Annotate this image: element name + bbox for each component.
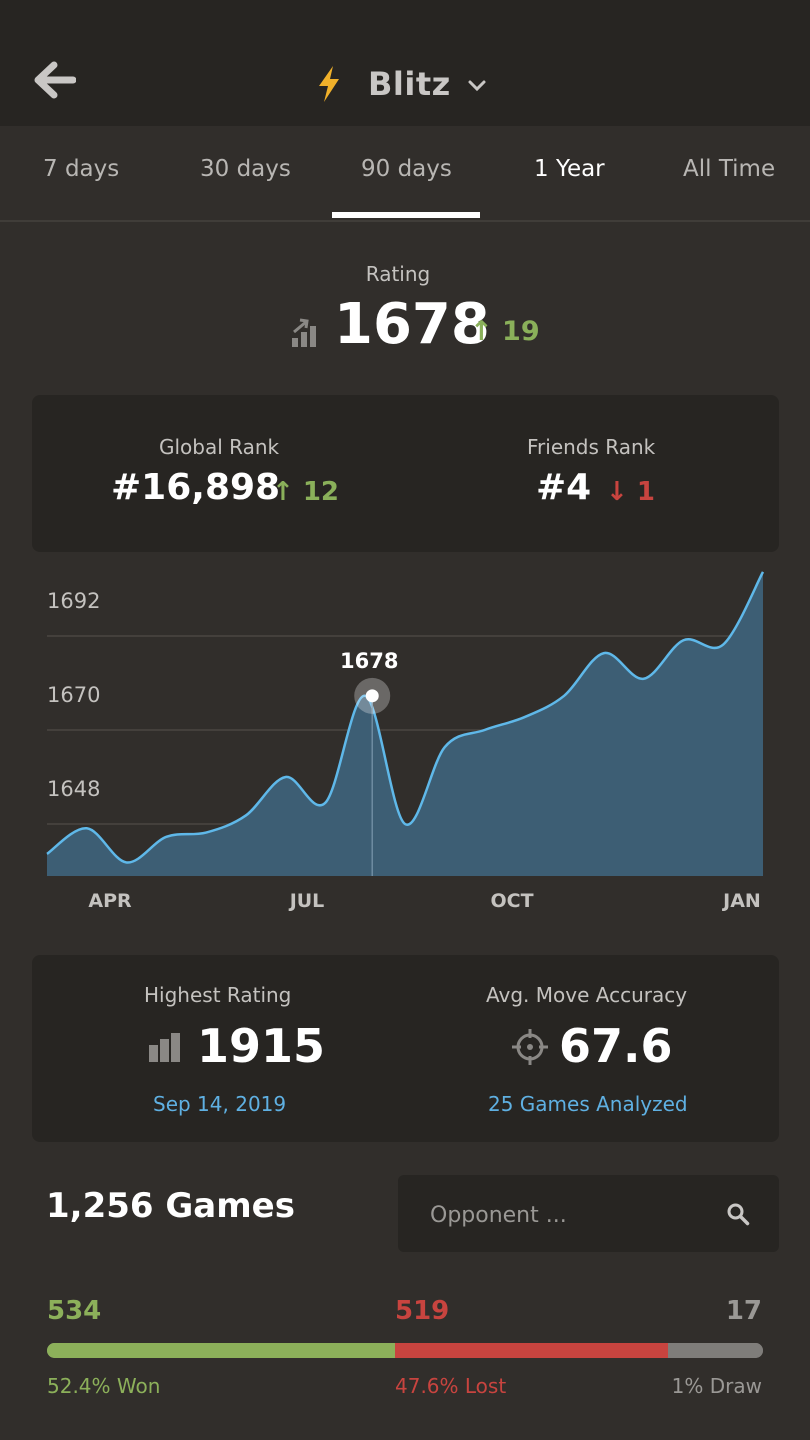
tab-all-time[interactable]: All Time — [683, 156, 776, 182]
y-axis-tick-label: 1670 — [47, 683, 100, 707]
y-axis-tick-label: 1648 — [47, 777, 100, 801]
global-rank-delta: ↑ 12 — [272, 477, 340, 507]
highlight-value-label: 1678 — [340, 649, 398, 673]
rating-row: 1678 ↑ 19 — [0, 292, 810, 362]
stats-card: Highest Rating 1915 Sep 14, 2019 Avg. Mo… — [32, 955, 779, 1142]
highlight-point[interactable] — [365, 689, 379, 703]
bar-chart-icon — [149, 1033, 180, 1062]
rating-area — [47, 571, 763, 876]
games-count-title: 1,256 Games — [46, 1186, 295, 1226]
y-axis-tick-label: 1692 — [47, 589, 100, 613]
top-bar: Blitz — [0, 0, 810, 126]
results-bar — [47, 1343, 763, 1358]
rating-line — [46, 571, 765, 864]
draw-bar-segment — [668, 1343, 763, 1358]
rating-delta: ↑ 19 — [470, 316, 540, 347]
tab-1-year[interactable]: 1 Year — [534, 156, 605, 182]
search-icon[interactable] — [726, 1202, 750, 1226]
global-rank-value: #16,898 — [111, 467, 281, 508]
won-count: 534 — [47, 1296, 102, 1326]
lost-percentage: 47.6% Lost — [395, 1374, 507, 1398]
game-type-selector[interactable]: Blitz — [314, 62, 487, 106]
x-axis-tick-label: OCT — [490, 890, 533, 912]
won-bar-segment — [47, 1343, 395, 1358]
back-arrow-icon[interactable] — [34, 60, 76, 100]
rating-delta-value: 19 — [502, 316, 540, 347]
x-axis-tick-label: JAN — [721, 890, 761, 912]
global-rank-delta-value: 12 — [302, 477, 340, 507]
friends-rank-value: #4 — [536, 467, 592, 508]
global-rank-label: Global Rank — [159, 435, 280, 459]
rank-card: Global Rank #16,898 ↑ 12 Friends Rank #4… — [32, 395, 779, 552]
rating-chart[interactable]: 1692 1670 1648 APR JUL OCT JAN 1678 — [0, 570, 810, 930]
move-accuracy-label: Avg. Move Accuracy — [486, 983, 688, 1007]
draw-percentage: 1% Draw — [671, 1374, 762, 1398]
x-axis-tick-label: APR — [88, 890, 132, 912]
friends-rank-label: Friends Rank — [527, 435, 656, 459]
games-analyzed-link[interactable]: 25 Games Analyzed — [488, 1092, 688, 1116]
lightning-bolt-icon — [319, 66, 339, 102]
lost-count: 519 — [395, 1296, 450, 1326]
crosshair-icon — [512, 1029, 548, 1065]
x-axis-tick-label: JUL — [288, 890, 325, 912]
chevron-down-icon — [468, 80, 486, 92]
tab-7-days[interactable]: 7 days — [43, 156, 120, 182]
tab-90-days[interactable]: 90 days — [361, 156, 452, 182]
page-title: Blitz — [368, 65, 451, 103]
lost-bar-segment — [394, 1343, 669, 1358]
rating-value: 1678 — [334, 292, 490, 357]
friends-rank-delta: ↓ 1 — [606, 477, 655, 507]
friends-rank-delta-value: 1 — [636, 477, 655, 507]
tab-30-days[interactable]: 30 days — [200, 156, 291, 182]
rating-label: Rating — [365, 262, 431, 286]
highest-rating-value: 1915 — [197, 1019, 326, 1073]
rating-trend-icon — [292, 318, 316, 347]
move-accuracy-value: 67.6 — [559, 1019, 673, 1073]
time-range-tabs: 7 days 30 days 90 days 1 Year All Time — [0, 126, 810, 222]
highest-rating-label: Highest Rating — [144, 983, 292, 1007]
opponent-search-input[interactable] — [428, 1197, 702, 1233]
tab-indicator — [332, 212, 480, 218]
opponent-search — [398, 1175, 779, 1252]
draw-count: 17 — [725, 1296, 762, 1326]
won-percentage: 52.4% Won — [47, 1374, 161, 1398]
highest-rating-date[interactable]: Sep 14, 2019 — [153, 1092, 287, 1116]
